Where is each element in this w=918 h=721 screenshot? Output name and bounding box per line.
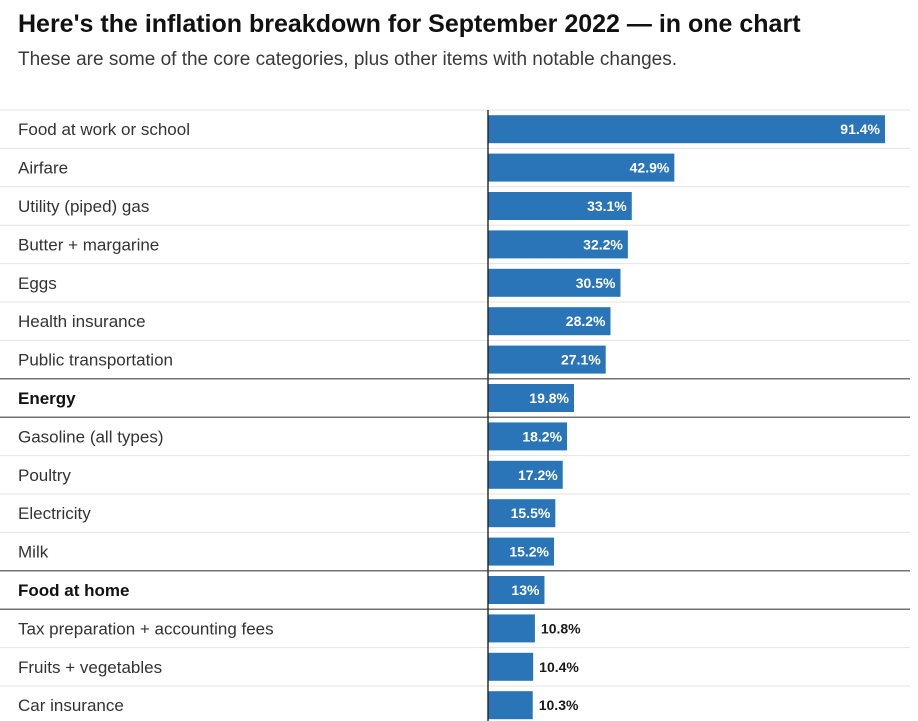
category-label: Food at home bbox=[18, 581, 129, 600]
value-label: 28.2% bbox=[566, 313, 606, 329]
category-label: Tax preparation + accounting fees bbox=[18, 619, 274, 638]
category-label: Public transportation bbox=[18, 351, 173, 370]
category-label: Milk bbox=[18, 543, 49, 562]
value-label: 33.1% bbox=[587, 198, 627, 214]
category-label: Food at work or school bbox=[18, 120, 190, 139]
category-label: Airfare bbox=[18, 159, 68, 178]
bar bbox=[488, 460, 563, 489]
value-label: 32.2% bbox=[583, 236, 623, 252]
bar bbox=[488, 499, 556, 528]
value-label: 15.2% bbox=[509, 544, 549, 560]
value-label: 91.4% bbox=[840, 121, 880, 137]
value-label: 13% bbox=[511, 582, 540, 598]
category-label: Electricity bbox=[18, 504, 91, 523]
chart-subtitle: These are some of the core categories, p… bbox=[18, 49, 678, 70]
bar bbox=[488, 614, 535, 643]
bar bbox=[488, 691, 533, 720]
bar bbox=[488, 307, 611, 336]
category-label: Health insurance bbox=[18, 312, 146, 331]
value-label: 15.5% bbox=[511, 505, 551, 521]
category-label: Gasoline (all types) bbox=[18, 427, 164, 446]
category-label: Utility (piped) gas bbox=[18, 197, 149, 216]
category-label: Energy bbox=[18, 389, 76, 408]
value-label: 10.8% bbox=[541, 620, 581, 636]
value-label: 19.8% bbox=[529, 390, 569, 406]
bar bbox=[488, 345, 606, 374]
category-label: Car insurance bbox=[18, 696, 124, 715]
bar bbox=[488, 422, 568, 451]
value-label: 27.1% bbox=[561, 352, 601, 368]
value-label: 42.9% bbox=[630, 160, 670, 176]
value-label: 10.3% bbox=[539, 697, 579, 713]
chart-title: Here's the inflation breakdown for Septe… bbox=[18, 10, 801, 38]
category-label: Poultry bbox=[18, 466, 71, 485]
bar bbox=[488, 153, 675, 182]
bar bbox=[488, 268, 621, 297]
bar bbox=[488, 652, 534, 681]
bar bbox=[488, 384, 575, 412]
bar bbox=[488, 115, 885, 144]
bar bbox=[488, 537, 555, 566]
value-label: 10.4% bbox=[539, 659, 579, 675]
category-label: Fruits + vegetables bbox=[18, 658, 162, 677]
value-label: 30.5% bbox=[576, 275, 616, 291]
category-label: Butter + margarine bbox=[18, 235, 159, 254]
category-label: Eggs bbox=[18, 274, 57, 293]
bar bbox=[488, 192, 632, 220]
bar bbox=[488, 230, 628, 259]
value-label: 17.2% bbox=[518, 467, 558, 483]
bar bbox=[488, 576, 545, 604]
value-label: 18.2% bbox=[522, 428, 562, 444]
